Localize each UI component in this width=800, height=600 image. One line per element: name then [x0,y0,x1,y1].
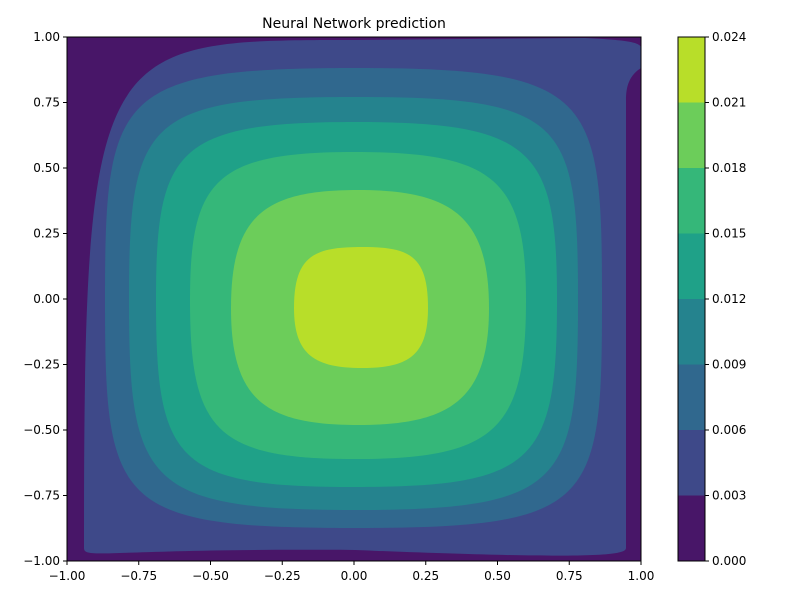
x-tick-label: −0.25 [264,569,301,583]
x-axis: −1.00 −0.75 −0.50 −0.25 0.00 0.25 0.50 0.75 1.00 [49,561,655,583]
x-tick-label: −1.00 [49,569,86,583]
x-tick-label: 0.25 [412,569,439,583]
colorbar-segment [678,37,705,103]
y-tick-label: 0.00 [33,292,60,306]
x-tick-label: 1.00 [628,569,655,583]
y-tick-label: 0.25 [33,227,60,241]
colorbar-tick-label: 0.012 [712,292,746,306]
y-tick-label: 0.75 [33,96,60,110]
colorbar-segment [678,299,705,365]
x-tick-label: −0.50 [192,569,229,583]
colorbar-tick-label: 0.006 [712,423,746,437]
colorbar-tick-label: 0.021 [712,96,746,110]
colorbar-segment [678,364,705,430]
y-tick-label: −0.25 [23,358,60,372]
contour-band-7 [294,247,428,368]
y-tick-label: 0.50 [33,161,60,175]
chart-title: Neural Network prediction [262,16,446,32]
x-tick-label: 0.00 [341,569,368,583]
colorbar-tick-label: 0.018 [712,161,746,175]
colorbar-tick-label: 0.024 [712,30,746,44]
colorbar-tick-label: 0.009 [712,358,746,372]
y-tick-label: −0.75 [23,489,60,503]
y-tick-label: −1.00 [23,554,60,568]
colorbar-segment [678,495,705,561]
colorbar: 0.000 0.003 0.006 0.009 0.012 0.015 0.018 0.021… [677,30,746,568]
colorbar-segment [678,430,705,496]
y-tick-label: 1.00 [33,30,60,44]
colorbar-segment [678,233,705,299]
y-axis: −1.00 −0.75 −0.50 −0.25 0.00 0.25 0.50 0.75 1.00 [23,30,67,568]
colorbar-tick-label: 0.000 [712,554,746,568]
plot-area [67,37,641,561]
colorbar-tick-label: 0.003 [712,489,746,503]
x-tick-label: −0.75 [120,569,157,583]
x-tick-label: 0.75 [556,569,583,583]
colorbar-tick-label: 0.015 [712,227,746,241]
x-tick-label: 0.50 [484,569,511,583]
y-tick-label: −0.50 [23,423,60,437]
colorbar-segment [678,168,705,234]
colorbar-segment [678,102,705,168]
